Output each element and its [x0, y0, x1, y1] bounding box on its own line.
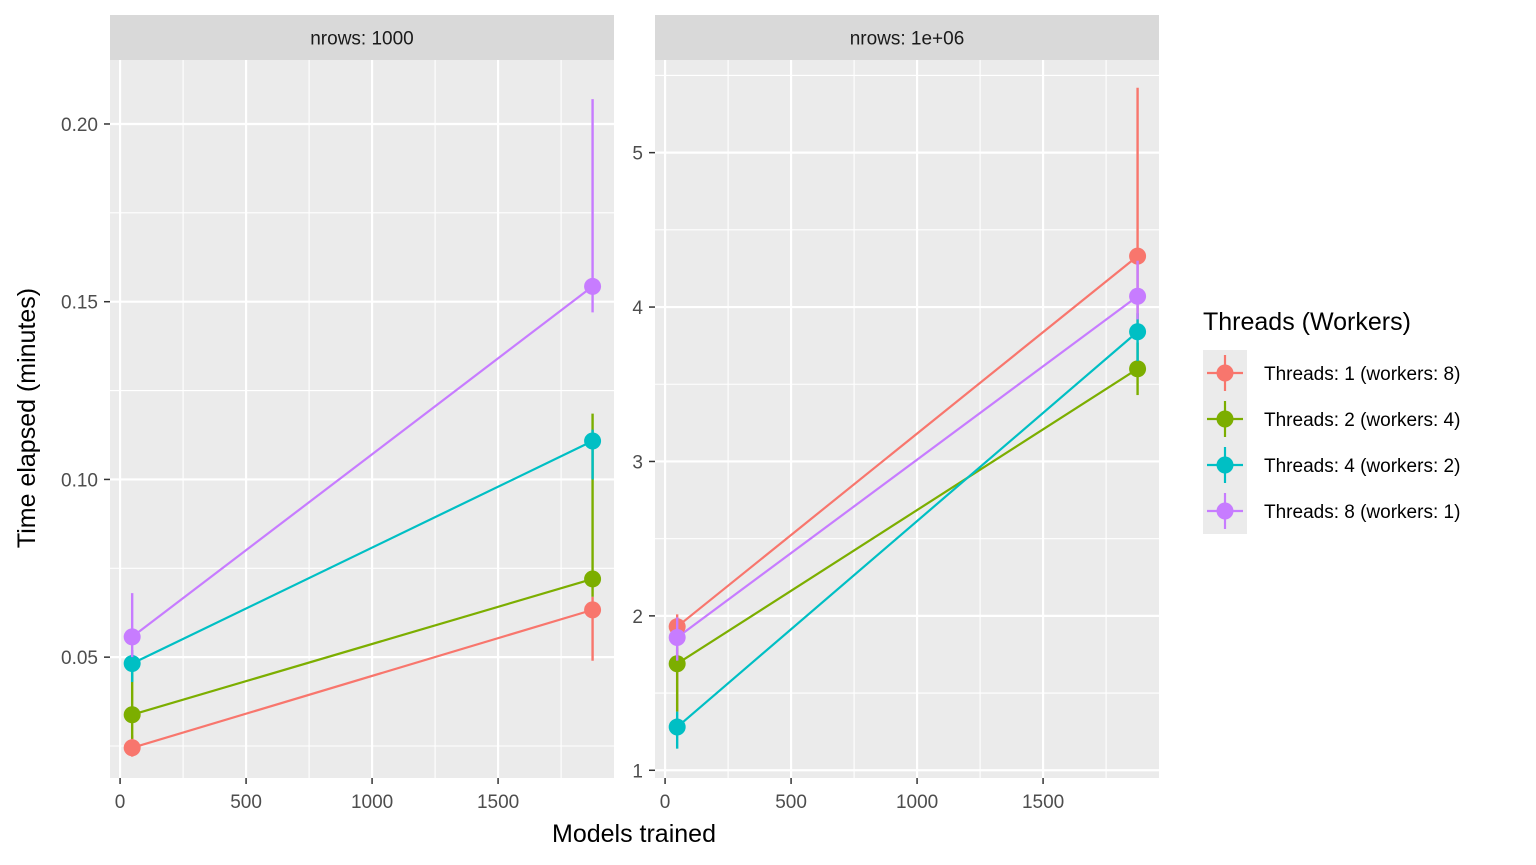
legend-key-point [1216, 502, 1234, 520]
legend-label: Threads: 4 (workers: 2) [1264, 456, 1460, 477]
series-line [131, 608, 593, 749]
data-point [1129, 360, 1147, 378]
series-4-marks [123, 99, 602, 658]
legend-item: Threads: 1 (workers: 8) [1207, 355, 1460, 391]
x-tick-label: 1000 [351, 792, 393, 813]
series-line [131, 440, 594, 665]
series-3 [676, 330, 1139, 728]
series-line [131, 577, 593, 716]
series-2 [676, 367, 1139, 665]
x-tick-label: 1500 [477, 792, 519, 813]
y-tick-label: 2 [632, 607, 643, 628]
data-point [584, 432, 602, 450]
legend-item: Threads: 8 (workers: 1) [1207, 493, 1460, 529]
y-tick-label: 1 [632, 761, 643, 782]
legend-title: Threads (Workers) [1203, 308, 1411, 336]
legend-key-point [1216, 456, 1234, 474]
series-line [676, 295, 1139, 639]
data-point [584, 277, 602, 295]
legend-label: Threads: 1 (workers: 8) [1264, 364, 1460, 385]
x-tick-label: 0 [660, 792, 671, 813]
x-tick-label: 500 [775, 792, 807, 813]
series-line [676, 367, 1139, 665]
panel-1: nrows: 1000 0 500 1000 1500 0.05 0.10 0.15 0.20 [61, 15, 614, 813]
y-tick-label: 0.10 [61, 470, 98, 491]
series-4 [131, 285, 594, 638]
y-tick-label: 0.05 [61, 648, 98, 669]
data-point [123, 628, 141, 646]
data-point [668, 655, 686, 673]
data-point [1129, 247, 1147, 265]
series-3-marks [668, 313, 1147, 749]
strip-label: nrows: 1e+06 [850, 29, 965, 50]
series-3-marks [123, 429, 602, 683]
legend: Threads (Workers) Threads: 1 (workers: 8… [1203, 308, 1460, 534]
x-tick-label: 1000 [896, 792, 938, 813]
data-point [123, 739, 141, 757]
series-3 [131, 440, 594, 665]
strip-background [655, 15, 1159, 60]
legend-key-point [1216, 364, 1234, 382]
panel-background [110, 60, 614, 778]
data-point [584, 570, 602, 588]
series-1 [676, 255, 1139, 628]
series-line [676, 255, 1139, 628]
data-point [1129, 323, 1147, 341]
data-point [584, 601, 602, 619]
y-tick-label: 0.15 [61, 293, 98, 314]
series-2 [131, 577, 593, 716]
x-tick-label: 1500 [1022, 792, 1064, 813]
series-line [676, 330, 1139, 728]
y-axis-title: Time elapsed (minutes) [13, 288, 41, 548]
series-1-marks [123, 596, 602, 757]
x-tick-label: 0 [115, 792, 126, 813]
strip-background [110, 15, 614, 60]
data-point [668, 628, 686, 646]
strip-label: nrows: 1000 [310, 29, 414, 50]
panel-background [655, 60, 1159, 778]
y-tick-label: 5 [632, 144, 643, 165]
legend-key-point [1216, 410, 1234, 428]
data-point [123, 655, 141, 673]
panel-2: nrows: 1e+06 0 500 1000 1500 1 2 3 4 5 [632, 15, 1159, 813]
legend-item: Threads: 4 (workers: 2) [1207, 447, 1460, 483]
data-point [1129, 287, 1147, 305]
y-tick-label: 3 [632, 452, 643, 473]
legend-label: Threads: 2 (workers: 4) [1264, 410, 1460, 431]
y-tick-label: 4 [632, 298, 643, 319]
y-tick-label: 0.20 [61, 115, 98, 136]
series-4 [676, 295, 1139, 639]
series-1 [131, 608, 593, 749]
series-4-marks [668, 260, 1147, 661]
legend-item: Threads: 2 (workers: 4) [1207, 401, 1460, 437]
series-line [131, 285, 594, 638]
x-tick-label: 500 [230, 792, 262, 813]
legend-label: Threads: 8 (workers: 1) [1264, 502, 1460, 523]
x-axis-title: Models trained [552, 820, 716, 848]
data-point [668, 718, 686, 736]
data-point [123, 706, 141, 724]
